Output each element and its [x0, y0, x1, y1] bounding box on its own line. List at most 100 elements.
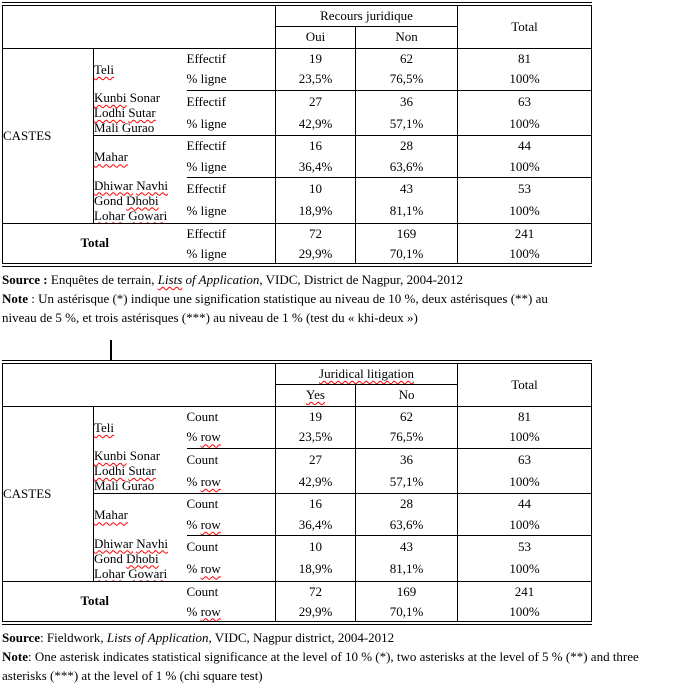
fr-source-label: Source :: [2, 272, 48, 287]
fr-measure-count: Effectif: [186, 138, 226, 154]
en-caste-name-mahar: Mahar: [94, 494, 187, 536]
count-value-cell: 36: [355, 90, 458, 113]
pct-symbol: %: [186, 561, 198, 577]
fr-measure-pct: % ligne: [186, 200, 276, 224]
table-row: Dhiwar Navhi Gond Dhobi Lohar Gowari Eff…: [3, 177, 592, 224]
pct-symbol: %: [186, 429, 198, 445]
en-measure-pct: % row: [186, 470, 276, 494]
fr-caste-name-dhiwar-group: Dhiwar Navhi Gond Dhobi Lohar Gowari: [93, 177, 187, 224]
caste-name-line: Lohar Gowari: [94, 566, 187, 581]
pct-word: row: [200, 603, 221, 619]
table-row: % row 23,5% 76,5% 100%: [3, 427, 592, 449]
pct-value-cell: 100%: [457, 602, 592, 623]
caste-word: Kunbi: [94, 90, 127, 105]
en-source-text: , VIDC, Nagpur district, 2004-2012: [208, 630, 395, 645]
caste-word: Lohar: [94, 565, 126, 581]
caste-word: Sutar: [128, 105, 156, 120]
pct-value-cell: 100%: [457, 69, 592, 91]
caste-word: Kunbi: [94, 448, 127, 463]
table-row: Mahar Count 16 28 44: [3, 493, 592, 522]
en-measure-count: Count: [186, 539, 219, 555]
en-caste-name-dhiwar-group: Dhiwar Navhi Gond Dhobi Lohar Gowari: [93, 535, 187, 582]
count-value-cell: 81: [457, 48, 592, 69]
pct-value-cell: 100%: [457, 514, 592, 536]
en-yes-header: Yes: [275, 384, 356, 407]
table-row: % ligne 23,5% 76,5% 100%: [3, 69, 592, 91]
caste-name-line: Gond Dhobi: [94, 193, 187, 208]
fr-castes-axis-label: CASTES: [2, 48, 94, 224]
caste-name-line: Dhiwar Navhi: [94, 178, 187, 193]
pct-value-cell: 81,1%: [355, 558, 458, 582]
caste-word: Sonar: [129, 90, 161, 105]
fr-no-header: Non: [355, 26, 458, 49]
en-castes-axis-label: CASTES: [2, 406, 94, 582]
caste-word: Navhi: [136, 535, 169, 551]
count-value-cell: 27: [275, 448, 356, 471]
caste-word: Dhobi: [126, 550, 159, 566]
caste-word: Sutar: [128, 463, 156, 478]
pct-value-cell: 18,9%: [275, 200, 356, 224]
caste-name-line: Mali Gurao: [94, 120, 187, 135]
caste-word: Teli: [94, 61, 115, 77]
pct-value-cell: 63,6%: [355, 514, 458, 536]
fr-caste-name-kunbi-group: Kunbi Sonar Lodhi Sutar Mali Gurao: [93, 90, 187, 136]
count-value-cell: 53: [457, 535, 592, 559]
count-value-cell: 10: [275, 177, 356, 201]
pct-value-cell: 100%: [457, 200, 592, 224]
english-results-table: Juridical litigation Total Yes No CASTES…: [2, 360, 593, 625]
table-row: Kunbi Sonar Lodhi Sutar Mali Gurao Effec…: [3, 90, 592, 136]
en-measure-pct: % row: [186, 427, 276, 449]
pct-value-cell: 100%: [457, 427, 592, 449]
en-measure-pct: % row: [186, 558, 276, 582]
count-value-cell: 63: [457, 90, 592, 113]
en-total-row-label: Total: [80, 593, 109, 609]
caste-word: Gowari: [128, 565, 168, 581]
en-measure-count: Count: [186, 583, 219, 599]
caste-name-line: Dhiwar Navhi: [94, 536, 187, 551]
caste-name-line: Kunbi Sonar: [94, 448, 187, 463]
pct-value-cell: 100%: [457, 558, 592, 582]
fr-source-text: , VIDC, District de Nagpur, 2004-2012: [259, 272, 463, 287]
caste-name-line: Kunbi Sonar: [94, 90, 187, 105]
en-group-header: Juridical litigation: [275, 362, 459, 385]
caste-word: Mahar: [94, 507, 128, 523]
fr-note-text: : Un astérisque (*) indique une signific…: [28, 291, 548, 306]
en-note-label: Note: [2, 649, 28, 664]
count-value-cell: 81: [457, 406, 592, 427]
caste-word: Teli: [94, 419, 115, 435]
table-row: % row 29,9% 70,1% 100%: [3, 602, 592, 623]
table-row: % ligne 36,4% 63,6% 100%: [3, 156, 592, 178]
en-caste-name-kunbi-group: Kunbi Sonar Lodhi Sutar Mali Gurao: [93, 448, 187, 494]
count-value-cell: 169: [355, 581, 458, 602]
pct-value-cell: 42,9%: [275, 470, 356, 494]
fr-measure-pct: % ligne: [186, 156, 276, 178]
en-measure-pct: % row: [187, 602, 276, 623]
table-row: Oui Non: [3, 26, 592, 49]
between-tables-gap: [2, 327, 695, 360]
en-no-header: No: [355, 384, 458, 407]
table-row: Kunbi Sonar Lodhi Sutar Mali Gurao Count…: [3, 448, 592, 494]
table-row: CASTES Teli Count 19 62 81: [2, 406, 592, 582]
table-row: % ligne 18,9% 81,1% 100%: [3, 200, 592, 224]
pct-value-cell: 36,4%: [275, 156, 356, 178]
fr-source-line: Source : Enquêtes de terrain, Lists of A…: [2, 270, 695, 289]
en-note-line-1: Note: One asterisk indicates statistical…: [2, 647, 695, 666]
table-row: Yes No: [3, 384, 592, 407]
pct-word: row: [200, 516, 221, 532]
caste-name-line: Gond Dhobi: [94, 551, 187, 566]
count-value-cell: 72: [275, 223, 356, 244]
pct-word: row: [200, 473, 221, 489]
caste-name-line: Mali Gurao: [94, 478, 187, 493]
count-value-cell: 28: [355, 493, 458, 515]
pct-value-cell: 81,1%: [355, 200, 458, 224]
pct-symbol: %: [186, 603, 198, 619]
table-row: CASTES Teli Effectif 19 62 81: [2, 48, 592, 224]
en-measure-count: Count: [186, 496, 219, 512]
caste-name-line: Lodhi Sutar: [94, 105, 187, 120]
en-source-title: Lists of Application: [106, 630, 209, 645]
en-caste-name-teli: Teli: [94, 406, 187, 448]
pct-value-cell: 76,5%: [355, 427, 458, 449]
pct-word: row: [200, 561, 221, 577]
pct-value-cell: 36,4%: [275, 514, 356, 536]
